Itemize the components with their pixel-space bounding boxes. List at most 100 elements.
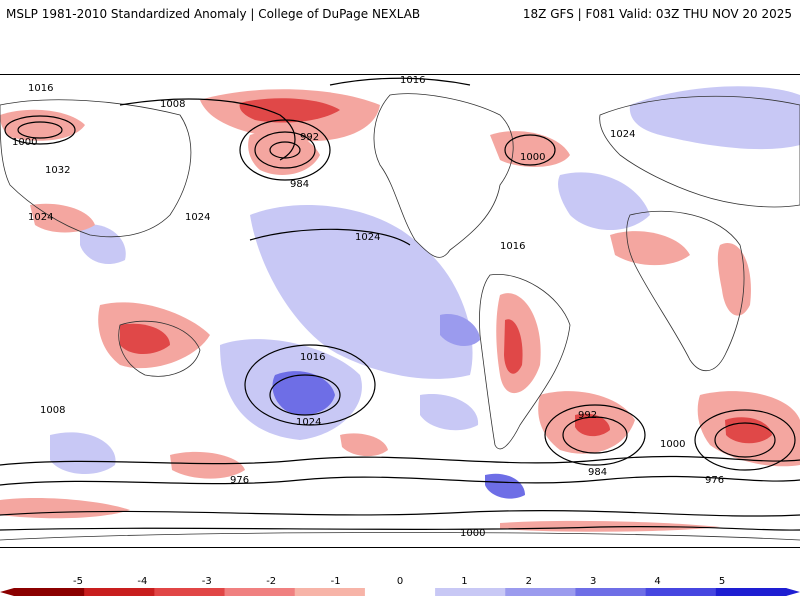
isobar-label: 1016	[300, 352, 325, 363]
isobar-1008	[119, 98, 296, 161]
positive-anomaly-area	[80, 224, 126, 265]
positive-anomaly-area	[250, 205, 473, 379]
isobar-label: 992	[300, 132, 319, 143]
colorbar-tick-label: 3	[590, 576, 597, 587]
anomaly-colorbar	[0, 580, 800, 600]
isobar-label: 1024	[296, 417, 321, 428]
positive-anomaly-area	[272, 371, 335, 415]
map-panel: 1016 1016 1008 1000 992 984 1032 1024 10…	[0, 74, 800, 548]
isobar-1016	[244, 344, 376, 426]
negative-anomaly-area	[504, 319, 523, 374]
isobar-label: 1000	[460, 528, 485, 539]
eurasia-outline	[599, 95, 800, 208]
colorbar-tick-label: 4	[654, 576, 661, 587]
negative-anomaly-area	[30, 203, 95, 233]
isobar-label: 976	[705, 475, 724, 486]
negative-anomaly-area	[340, 433, 388, 457]
isobar-1000	[0, 455, 800, 466]
colorbar-tick-label: -2	[266, 576, 277, 587]
isobar-1000	[4, 115, 76, 145]
colorbar-tick-label: -1	[330, 576, 341, 587]
isobars	[0, 77, 800, 531]
negative-anomaly-area	[0, 498, 130, 519]
isobar-labels: 1016 1016 1008 1000 992 984 1032 1024 10…	[12, 75, 724, 539]
colorbar-segment	[645, 588, 717, 596]
negative-anomaly-area	[717, 243, 751, 316]
colorbar-segments	[14, 588, 787, 596]
positive-anomaly-area	[558, 172, 650, 230]
isobar-1000	[0, 510, 800, 517]
colorbar-segment	[435, 588, 506, 596]
isobar-1000	[269, 141, 301, 159]
colorbar-segment	[575, 588, 647, 596]
isobar-label: 1008	[160, 99, 185, 110]
colorbar-left-arrow	[0, 588, 14, 596]
colorbar-tick-label: -4	[137, 576, 148, 587]
isobar-984	[239, 119, 331, 181]
isobar-label: 1000	[12, 137, 37, 148]
colorbar-tick-label: 0	[396, 576, 404, 587]
isobar-984	[544, 404, 646, 466]
negative-anomaly-area	[610, 231, 690, 266]
africa-outline	[626, 210, 745, 372]
negative-anomaly-area	[239, 98, 340, 123]
isobar-976	[694, 409, 796, 471]
colorbar-segment	[364, 588, 436, 596]
model-run-valid-time: 18Z GFS | F081 Valid: 03Z THU NOV 20 202…	[522, 7, 792, 21]
antarctica-outline	[0, 532, 800, 541]
isobar-label: 1008	[40, 405, 65, 416]
colorbar-tick-label: 5	[718, 576, 726, 587]
colorbar-segment	[505, 588, 576, 596]
colorbar-right-arrow	[786, 588, 800, 596]
positive-anomaly-area	[420, 394, 479, 431]
colorbar-segment	[84, 588, 155, 596]
isobar-label: 1024	[28, 212, 53, 223]
colorbar-tick-label: -5	[73, 576, 83, 587]
colorbar-segment	[154, 588, 226, 596]
colorbar-segment	[224, 588, 296, 596]
isobar-992	[254, 131, 316, 169]
colorbar-tick-label: -3	[201, 576, 212, 587]
isobar-label: 976	[230, 475, 249, 486]
colorbar-tick-label: 2	[525, 576, 532, 587]
positive-anomaly-area	[440, 314, 480, 347]
isobar-label: 984	[588, 467, 607, 478]
negative-anomaly-area	[120, 323, 170, 354]
south-america-outline	[479, 273, 571, 450]
map-canvas: 1016 1016 1008 1000 992 984 1032 1024 10…	[0, 75, 800, 541]
isobar-label: 1024	[610, 129, 635, 140]
negative-anomaly-area	[490, 131, 570, 167]
isobar-1024	[269, 374, 341, 416]
isobar-label: 1016	[500, 241, 525, 252]
isobar-label: 1000	[520, 152, 545, 163]
australia-outline	[118, 320, 201, 377]
isobar-label: 1016	[400, 75, 425, 86]
isobar-label: 1016	[28, 83, 53, 94]
positive-anomaly-area	[50, 432, 116, 475]
isobar-label: 992	[578, 410, 597, 421]
north-america-outline	[373, 93, 514, 258]
positive-anomaly-area	[629, 86, 800, 150]
isobar-label: 1032	[45, 165, 70, 176]
negative-anomaly-area	[575, 413, 610, 437]
colorbar-segment	[294, 588, 366, 596]
colorbar-canvas	[0, 588, 800, 596]
isobar-1008	[0, 525, 800, 531]
negative-anomaly-area	[170, 451, 245, 479]
isobar-label: 1024	[185, 212, 210, 223]
isobar-label: 1000	[660, 439, 685, 450]
isobar-1016	[329, 77, 471, 86]
isobar-992	[17, 121, 63, 139]
isobar-label: 984	[290, 179, 309, 190]
colorbar-segment	[14, 588, 85, 596]
isobar-992	[562, 416, 628, 454]
isobar-label: 1024	[355, 232, 380, 243]
anomaly-shading	[0, 86, 800, 532]
colorbar-segment	[715, 588, 787, 596]
isobar-992	[0, 475, 800, 486]
isobar-984	[714, 422, 776, 458]
positive-anomaly-area	[485, 473, 525, 499]
isobar-1024	[249, 228, 411, 246]
map-title: MSLP 1981-2010 Standardized Anomaly | Co…	[6, 7, 421, 21]
colorbar-tick-label: 1	[461, 576, 468, 587]
